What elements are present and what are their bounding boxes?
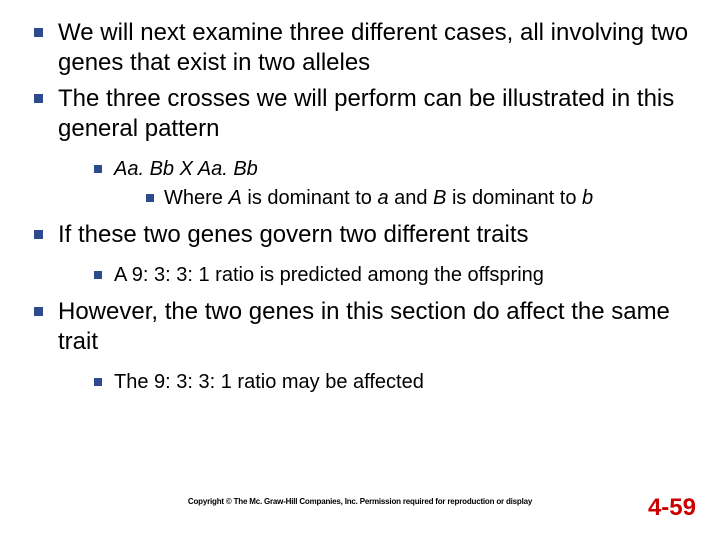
page-number: 4-59 — [648, 494, 696, 522]
bullet-text: Aa. Bb X Aa. Bb — [114, 158, 258, 180]
list-item: If these two genes govern two different … — [30, 220, 690, 289]
bullet-text: If these two genes govern two different … — [58, 221, 528, 248]
bullet-text: Where A is dominant to a and B is domina… — [164, 187, 593, 209]
sub-list: The 9: 3: 3: 1 ratio may be affected — [58, 369, 690, 396]
bullet-list: We will next examine three different cas… — [30, 18, 690, 396]
slide: We will next examine three different cas… — [0, 0, 720, 540]
list-item: Aa. Bb X Aa. Bb Where A is dominant to a… — [92, 156, 690, 212]
bullet-text: However, the two genes in this section d… — [58, 298, 670, 355]
list-item: However, the two genes in this section d… — [30, 297, 690, 396]
bullet-text: We will next examine three different cas… — [58, 19, 688, 76]
sub-list: Aa. Bb X Aa. Bb Where A is dominant to a… — [58, 156, 690, 212]
bullet-text: A 9: 3: 3: 1 ratio is predicted among th… — [114, 264, 544, 286]
list-item: The 9: 3: 3: 1 ratio may be affected — [92, 369, 690, 396]
bullet-text: The 9: 3: 3: 1 ratio may be affected — [114, 371, 424, 393]
sub-list: A 9: 3: 3: 1 ratio is predicted among th… — [58, 262, 690, 289]
bullet-text: The three crosses we will perform can be… — [58, 85, 674, 142]
list-item: The three crosses we will perform can be… — [30, 84, 690, 212]
list-item: Where A is dominant to a and B is domina… — [144, 185, 690, 212]
copyright-text: Copyright © The Mc. Graw-Hill Companies,… — [0, 497, 720, 506]
sub-sub-list: Where A is dominant to a and B is domina… — [114, 185, 690, 212]
list-item: A 9: 3: 3: 1 ratio is predicted among th… — [92, 262, 690, 289]
list-item: We will next examine three different cas… — [30, 18, 690, 78]
